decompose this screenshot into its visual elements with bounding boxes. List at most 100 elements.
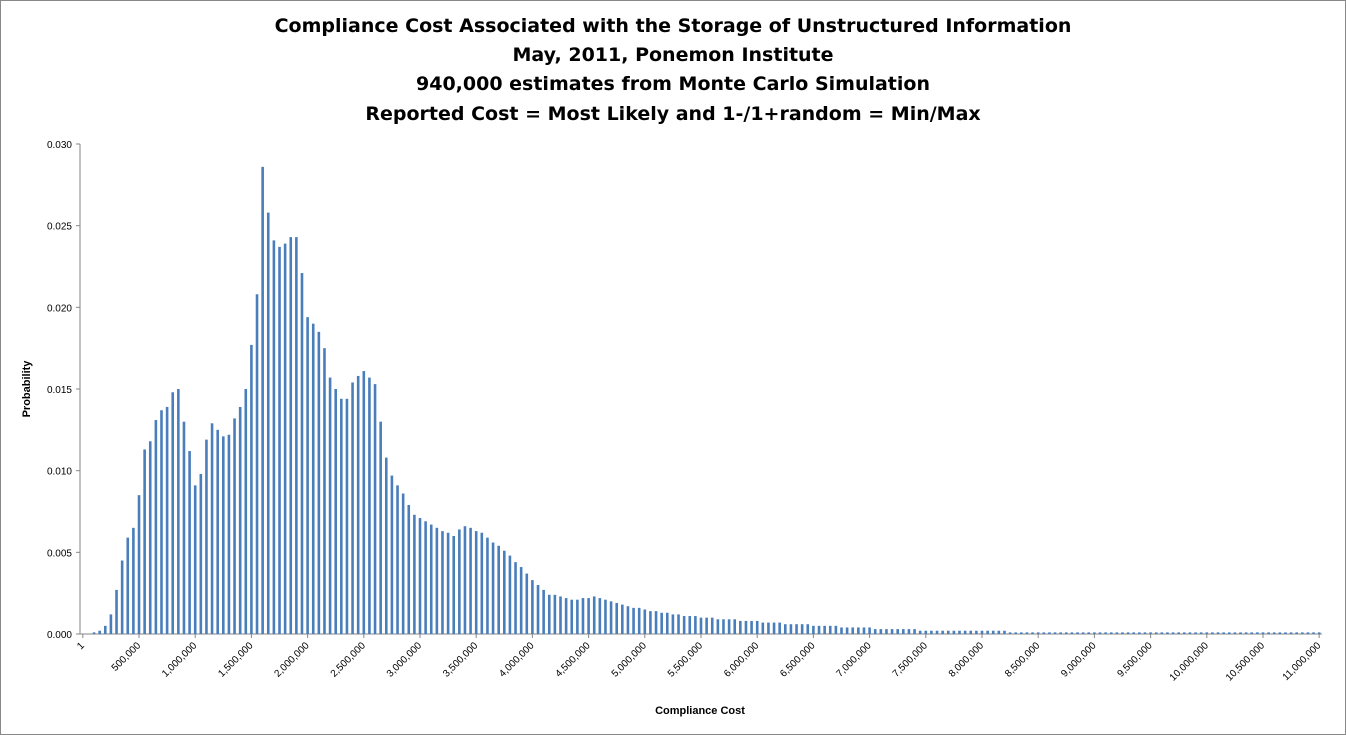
bar <box>997 630 1001 634</box>
bar <box>188 451 191 634</box>
bar <box>525 573 529 634</box>
bar <box>514 562 517 634</box>
bar <box>311 323 315 634</box>
bar <box>177 389 180 634</box>
y-axis-title: Probability <box>21 360 33 418</box>
bar <box>547 594 551 634</box>
bar <box>317 331 321 634</box>
bar <box>761 622 765 634</box>
bar <box>665 612 669 634</box>
bar <box>278 246 281 634</box>
y-tick-label: 0.010 <box>47 467 72 478</box>
bar <box>1087 632 1091 634</box>
bar <box>345 398 349 634</box>
bar <box>800 624 804 634</box>
bar <box>536 585 540 634</box>
bar <box>1104 632 1107 634</box>
bar <box>182 421 186 634</box>
bar <box>626 606 630 634</box>
bar <box>587 598 590 634</box>
bar <box>103 625 107 634</box>
chart-title: May, 2011, Ponemon Institute <box>512 44 833 66</box>
bar <box>975 630 978 634</box>
bar <box>261 166 264 634</box>
bar <box>890 629 894 634</box>
bar <box>98 630 101 634</box>
bar <box>952 630 956 634</box>
chart-title: Reported Cost = Most Likely and 1-/1+ran… <box>365 103 980 125</box>
bar <box>452 536 456 634</box>
bar <box>1115 632 1119 634</box>
bar <box>1272 632 1276 634</box>
y-tick-label: 0.015 <box>47 385 72 396</box>
bar <box>654 611 658 634</box>
bar <box>1014 632 1018 634</box>
bar <box>351 382 354 634</box>
bar <box>199 473 203 634</box>
bar <box>750 620 753 634</box>
bar <box>1132 632 1136 634</box>
bar <box>1093 632 1096 634</box>
bar <box>205 439 208 634</box>
bar <box>1205 632 1209 634</box>
bar <box>244 389 248 634</box>
bar <box>154 420 158 634</box>
bar <box>266 212 270 634</box>
y-tick-label: 0.020 <box>47 303 72 314</box>
bar <box>559 596 562 634</box>
bar <box>340 398 343 634</box>
bar <box>250 344 253 634</box>
bar <box>126 537 130 634</box>
bar <box>896 629 899 634</box>
bar <box>435 527 439 634</box>
y-tick-label: 0.025 <box>47 222 72 233</box>
bar <box>458 529 461 634</box>
bar <box>222 436 225 634</box>
bar <box>902 629 905 634</box>
bar <box>873 629 877 634</box>
bar <box>1227 632 1231 634</box>
bar <box>1267 632 1270 634</box>
bar <box>1194 632 1197 634</box>
bar <box>362 371 366 634</box>
bar <box>553 594 557 634</box>
bar <box>300 273 304 634</box>
bar <box>1289 632 1293 634</box>
bar <box>1081 632 1085 634</box>
bar <box>727 619 731 634</box>
bar <box>868 627 871 634</box>
bar <box>812 625 815 634</box>
bar <box>783 624 787 634</box>
bar <box>716 619 720 634</box>
bar <box>1020 632 1023 634</box>
bar <box>772 622 776 634</box>
bar <box>969 630 973 634</box>
bar <box>390 475 394 634</box>
bar <box>1199 632 1203 634</box>
bar <box>795 624 798 634</box>
bar <box>323 348 326 634</box>
bar <box>778 622 781 634</box>
bar <box>924 630 928 634</box>
bar <box>334 389 338 634</box>
bar <box>441 531 444 634</box>
bar <box>1109 632 1113 634</box>
bar <box>446 532 450 634</box>
bar <box>384 457 388 634</box>
bar <box>413 514 416 634</box>
bar <box>862 627 866 634</box>
chart-title: Compliance Cost Associated with the Stor… <box>275 15 1072 37</box>
bar <box>216 429 219 634</box>
bar <box>806 624 810 634</box>
bar <box>885 629 888 634</box>
bar <box>542 589 545 634</box>
bar <box>396 485 399 634</box>
bar <box>649 611 652 634</box>
bar <box>508 555 512 634</box>
bar <box>283 243 287 634</box>
chart-title: 940,000 estimates from Monte Carlo Simul… <box>416 73 930 95</box>
bar <box>930 630 933 634</box>
bar <box>418 518 422 634</box>
bar <box>1008 632 1012 634</box>
bar <box>570 599 574 634</box>
